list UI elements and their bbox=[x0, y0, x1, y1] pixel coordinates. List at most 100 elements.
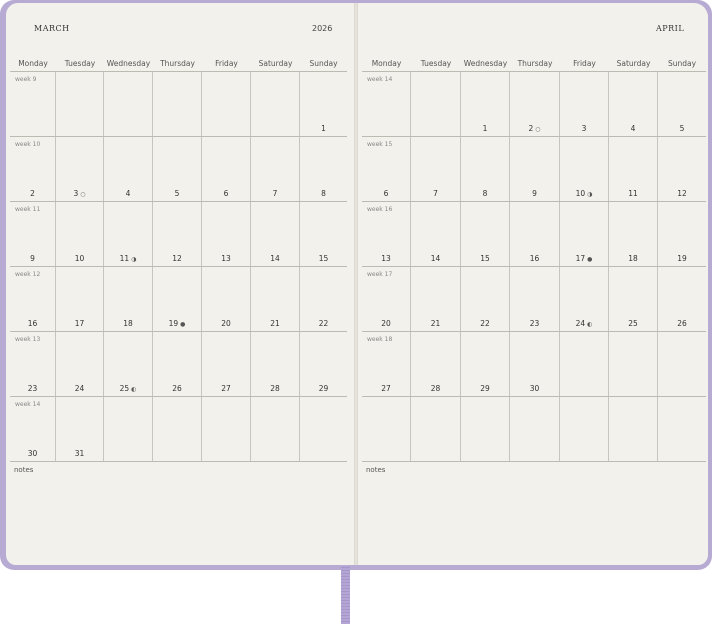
day-cell[interactable]: 12 bbox=[658, 137, 706, 201]
day-cell[interactable] bbox=[609, 397, 658, 461]
day-number: 30 bbox=[529, 384, 540, 393]
moon-phase-icon: ○ bbox=[80, 191, 86, 198]
day-cell[interactable]: 25 bbox=[609, 267, 658, 331]
day-cell[interactable]: 3 ○ bbox=[56, 137, 104, 201]
day-cell[interactable]: 10 bbox=[56, 202, 104, 266]
day-cell[interactable]: 1 bbox=[461, 72, 510, 136]
day-cell[interactable] bbox=[362, 397, 411, 461]
day-cell[interactable]: 11 bbox=[609, 137, 658, 201]
calendar-grid: week 14 1 2 ○ 3 4 5 week 15 6 7 8 9 10 ◑ 11 12 week 16 13… bbox=[362, 71, 706, 462]
day-cell[interactable] bbox=[411, 72, 461, 136]
day-cell[interactable]: 24 bbox=[56, 332, 104, 396]
day-cell[interactable] bbox=[202, 397, 251, 461]
day-cell[interactable]: 4 bbox=[104, 137, 153, 201]
day-cell[interactable]: 3 bbox=[560, 72, 609, 136]
day-cell[interactable]: week 15 6 bbox=[362, 137, 411, 201]
day-cell[interactable]: 27 bbox=[202, 332, 251, 396]
day-cell[interactable]: week 14 30 bbox=[10, 397, 56, 461]
day-cell[interactable]: 21 bbox=[411, 267, 461, 331]
day-cell[interactable] bbox=[560, 332, 609, 396]
day-cell[interactable]: week 13 23 bbox=[10, 332, 56, 396]
day-number: 10 bbox=[575, 189, 586, 198]
day-cell[interactable]: 24 ◐ bbox=[560, 267, 609, 331]
day-cell[interactable]: week 11 9 bbox=[10, 202, 56, 266]
day-cell[interactable]: 8 bbox=[300, 137, 347, 201]
day-number: 14 bbox=[270, 254, 280, 263]
day-cell[interactable]: 30 bbox=[510, 332, 560, 396]
day-number: 27 bbox=[381, 384, 391, 393]
day-cell[interactable]: 29 bbox=[300, 332, 347, 396]
day-cell[interactable] bbox=[56, 72, 104, 136]
day-cell[interactable]: 13 bbox=[202, 202, 251, 266]
day-cell[interactable]: 17 bbox=[56, 267, 104, 331]
day-cell[interactable] bbox=[251, 397, 300, 461]
day-cell[interactable]: 18 bbox=[609, 202, 658, 266]
day-cell[interactable] bbox=[411, 397, 461, 461]
day-cell[interactable]: 29 bbox=[461, 332, 510, 396]
day-number: 28 bbox=[270, 384, 280, 393]
day-cell[interactable]: 31 bbox=[56, 397, 104, 461]
day-number: 5 bbox=[679, 124, 685, 133]
day-cell[interactable]: 26 bbox=[658, 267, 706, 331]
day-cell[interactable]: 26 bbox=[153, 332, 202, 396]
day-cell[interactable]: week 17 20 bbox=[362, 267, 411, 331]
day-cell[interactable]: 25 ◐ bbox=[104, 332, 153, 396]
day-cell[interactable] bbox=[658, 332, 706, 396]
day-cell[interactable]: week 10 2 bbox=[10, 137, 56, 201]
day-cell[interactable] bbox=[300, 397, 347, 461]
day-cell[interactable]: 22 bbox=[461, 267, 510, 331]
day-cell[interactable] bbox=[560, 397, 609, 461]
day-cell[interactable]: 6 bbox=[202, 137, 251, 201]
day-cell[interactable] bbox=[609, 332, 658, 396]
day-number: 5 bbox=[174, 189, 180, 198]
day-cell[interactable]: week 16 13 bbox=[362, 202, 411, 266]
day-cell[interactable]: week 14 bbox=[362, 72, 411, 136]
day-number: 25 bbox=[628, 319, 638, 328]
day-cell[interactable]: 5 bbox=[658, 72, 706, 136]
day-cell[interactable] bbox=[153, 397, 202, 461]
day-cell[interactable] bbox=[461, 397, 510, 461]
day-cell[interactable]: 15 bbox=[300, 202, 347, 266]
day-cell[interactable]: 14 bbox=[411, 202, 461, 266]
day-cell[interactable] bbox=[104, 72, 153, 136]
weekday-header: Saturday bbox=[616, 59, 651, 68]
day-cell[interactable]: 15 bbox=[461, 202, 510, 266]
day-cell[interactable]: 12 bbox=[153, 202, 202, 266]
day-cell[interactable]: 22 bbox=[300, 267, 347, 331]
week-row: week 17 20 21 22 23 24 ◐ 25 26 bbox=[362, 267, 706, 332]
day-cell[interactable] bbox=[510, 397, 560, 461]
day-cell[interactable]: 7 bbox=[251, 137, 300, 201]
day-cell[interactable]: week 18 27 bbox=[362, 332, 411, 396]
day-cell[interactable]: 1 bbox=[300, 72, 347, 136]
day-cell[interactable] bbox=[153, 72, 202, 136]
day-cell[interactable]: 10 ◑ bbox=[560, 137, 609, 201]
day-cell[interactable]: 5 bbox=[153, 137, 202, 201]
day-cell[interactable]: 17 ● bbox=[560, 202, 609, 266]
day-cell[interactable]: 16 bbox=[510, 202, 560, 266]
day-cell[interactable]: 23 bbox=[510, 267, 560, 331]
day-cell[interactable]: 19 ● bbox=[153, 267, 202, 331]
day-cell[interactable]: 20 bbox=[202, 267, 251, 331]
day-cell[interactable]: 7 bbox=[411, 137, 461, 201]
day-cell[interactable]: 28 bbox=[411, 332, 461, 396]
day-cell[interactable] bbox=[251, 72, 300, 136]
day-cell[interactable]: 19 bbox=[658, 202, 706, 266]
day-cell[interactable]: 9 bbox=[510, 137, 560, 201]
week-number: week 17 bbox=[367, 271, 393, 278]
day-cell[interactable]: 14 bbox=[251, 202, 300, 266]
day-cell[interactable]: 11 ◑ bbox=[104, 202, 153, 266]
day-number: 6 bbox=[223, 189, 229, 198]
moon-phase-icon: ◑ bbox=[587, 191, 593, 198]
day-cell[interactable]: 18 bbox=[104, 267, 153, 331]
day-cell[interactable]: week 9 bbox=[10, 72, 56, 136]
day-cell[interactable] bbox=[104, 397, 153, 461]
day-cell[interactable] bbox=[658, 397, 706, 461]
day-cell[interactable]: week 12 16 bbox=[10, 267, 56, 331]
day-cell[interactable]: 8 bbox=[461, 137, 510, 201]
day-number: 15 bbox=[480, 254, 490, 263]
day-cell[interactable]: 2 ○ bbox=[510, 72, 560, 136]
day-cell[interactable] bbox=[202, 72, 251, 136]
day-cell[interactable]: 28 bbox=[251, 332, 300, 396]
day-cell[interactable]: 4 bbox=[609, 72, 658, 136]
day-cell[interactable]: 21 bbox=[251, 267, 300, 331]
